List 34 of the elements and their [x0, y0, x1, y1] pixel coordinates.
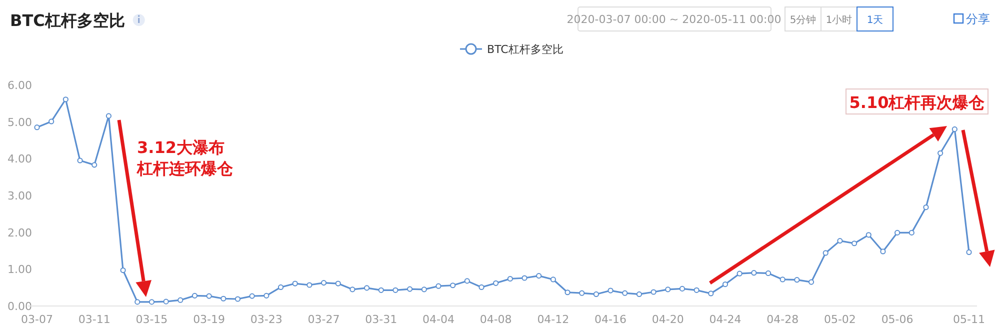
- x-tick-label: 03-15: [136, 313, 168, 326]
- x-tick-label: 05-06: [881, 313, 914, 326]
- x-tick-label: 04-20: [652, 313, 684, 326]
- x-tick-label: 03-23: [250, 313, 282, 326]
- text: 2020-03-07 00:00 ~ 2020-05-11 00:00: [566, 13, 782, 26]
- annotation: 杠杆连环爆仓: [136, 159, 234, 178]
- text: 分享: [966, 12, 990, 26]
- x-tick-label: 04-28: [766, 313, 799, 326]
- y-tick-label: 4.00: [8, 152, 32, 166]
- x-tick-label: 03-19: [193, 313, 226, 326]
- legend-label: BTC杠杆多空比: [487, 43, 564, 56]
- y-tick-label: 3.00: [8, 190, 32, 202]
- y-tick-label: 0.00: [8, 300, 32, 313]
- x-tick-label: 05-02: [824, 313, 856, 326]
- annotation: 3.12大瀑布: [137, 138, 224, 157]
- text: 1小时: [826, 14, 852, 26]
- x-tick-label: 04-16: [594, 313, 627, 326]
- chart-title: BTC杠杆多空比: [10, 11, 125, 30]
- y-tick-label: 1.00: [8, 263, 32, 276]
- y-tick-label: 6.00: [8, 79, 32, 92]
- annotation: 5.10杠杆再次爆仓: [849, 93, 986, 112]
- x-tick-label: 03-27: [308, 313, 340, 326]
- x-tick-label: 05-11: [953, 313, 985, 326]
- x-tick-label: 04-12: [537, 313, 570, 326]
- text: 5分钟: [790, 14, 816, 26]
- x-tick-label: 03-31: [365, 313, 398, 326]
- x-tick-label: 04-24: [709, 313, 742, 326]
- x-tick-label: 04-08: [480, 313, 512, 326]
- y-tick-label: 5.00: [8, 116, 32, 129]
- x-tick-label: 04-04: [422, 313, 454, 326]
- text: 1天: [866, 15, 884, 26]
- x-tick-label: 03-07: [21, 313, 53, 326]
- x-tick-label: 03-11: [78, 313, 110, 326]
- y-tick-label: 2.00: [8, 226, 32, 240]
